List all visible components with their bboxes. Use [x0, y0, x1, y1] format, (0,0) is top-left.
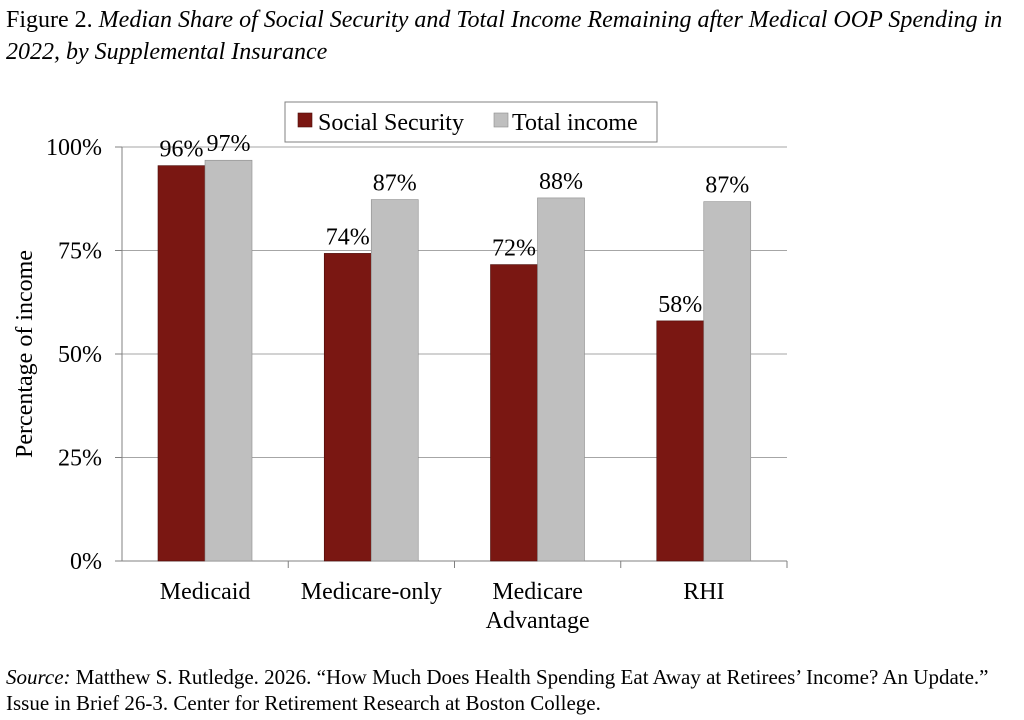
x-category-label: RHI	[683, 579, 724, 605]
data-label: 72%	[492, 236, 536, 262]
y-tick-label: 75%	[58, 239, 102, 265]
y-tick-label: 100%	[46, 135, 102, 161]
bar-social-security	[323, 253, 372, 562]
bar-social-security	[656, 320, 705, 562]
source-text: Matthew S. Rutledge. 2026. “How Much Doe…	[6, 665, 989, 715]
x-category-label: Medicaid	[160, 579, 251, 605]
data-label: 87%	[373, 171, 417, 197]
source-note: Source: Matthew S. Rutledge. 2026. “How …	[6, 664, 1016, 716]
bar-total-income	[703, 201, 752, 562]
figure-label: Figure 2.	[6, 7, 93, 33]
data-label: 88%	[539, 169, 583, 195]
y-tick-label: 50%	[58, 342, 102, 368]
bar-total-income	[537, 197, 585, 562]
legend-label: Social Security	[318, 110, 464, 136]
y-tick-label: 25%	[58, 446, 102, 472]
figure-title: Figure 2. Median Share of Social Securit…	[6, 4, 1006, 68]
data-label: 87%	[705, 173, 749, 199]
y-axis-label: Percentage of income	[12, 250, 38, 458]
bar-total-income	[370, 199, 419, 562]
legend-box	[284, 101, 658, 143]
data-label: 97%	[207, 131, 251, 157]
figure-title-text: Median Share of Social Security and Tota…	[6, 7, 1003, 65]
source-label: Source:	[6, 665, 71, 689]
bar-social-security	[157, 165, 206, 562]
x-category-label: Medicare Advantage	[486, 579, 590, 634]
y-tick-label: 0%	[70, 549, 102, 575]
bar-total-income	[204, 159, 253, 562]
legend-swatch	[297, 112, 313, 128]
data-label: 58%	[658, 292, 702, 318]
bar-social-security	[490, 264, 538, 562]
data-label: 96%	[160, 137, 204, 163]
legend-label: Total income	[512, 110, 638, 136]
x-category-label: Medicare-only	[301, 579, 442, 605]
data-label: 74%	[326, 224, 370, 250]
bar-chart: 0% 25% 50% 75% 100% Percentage of income 96% 97…	[12, 101, 788, 634]
legend-swatch	[493, 112, 509, 128]
